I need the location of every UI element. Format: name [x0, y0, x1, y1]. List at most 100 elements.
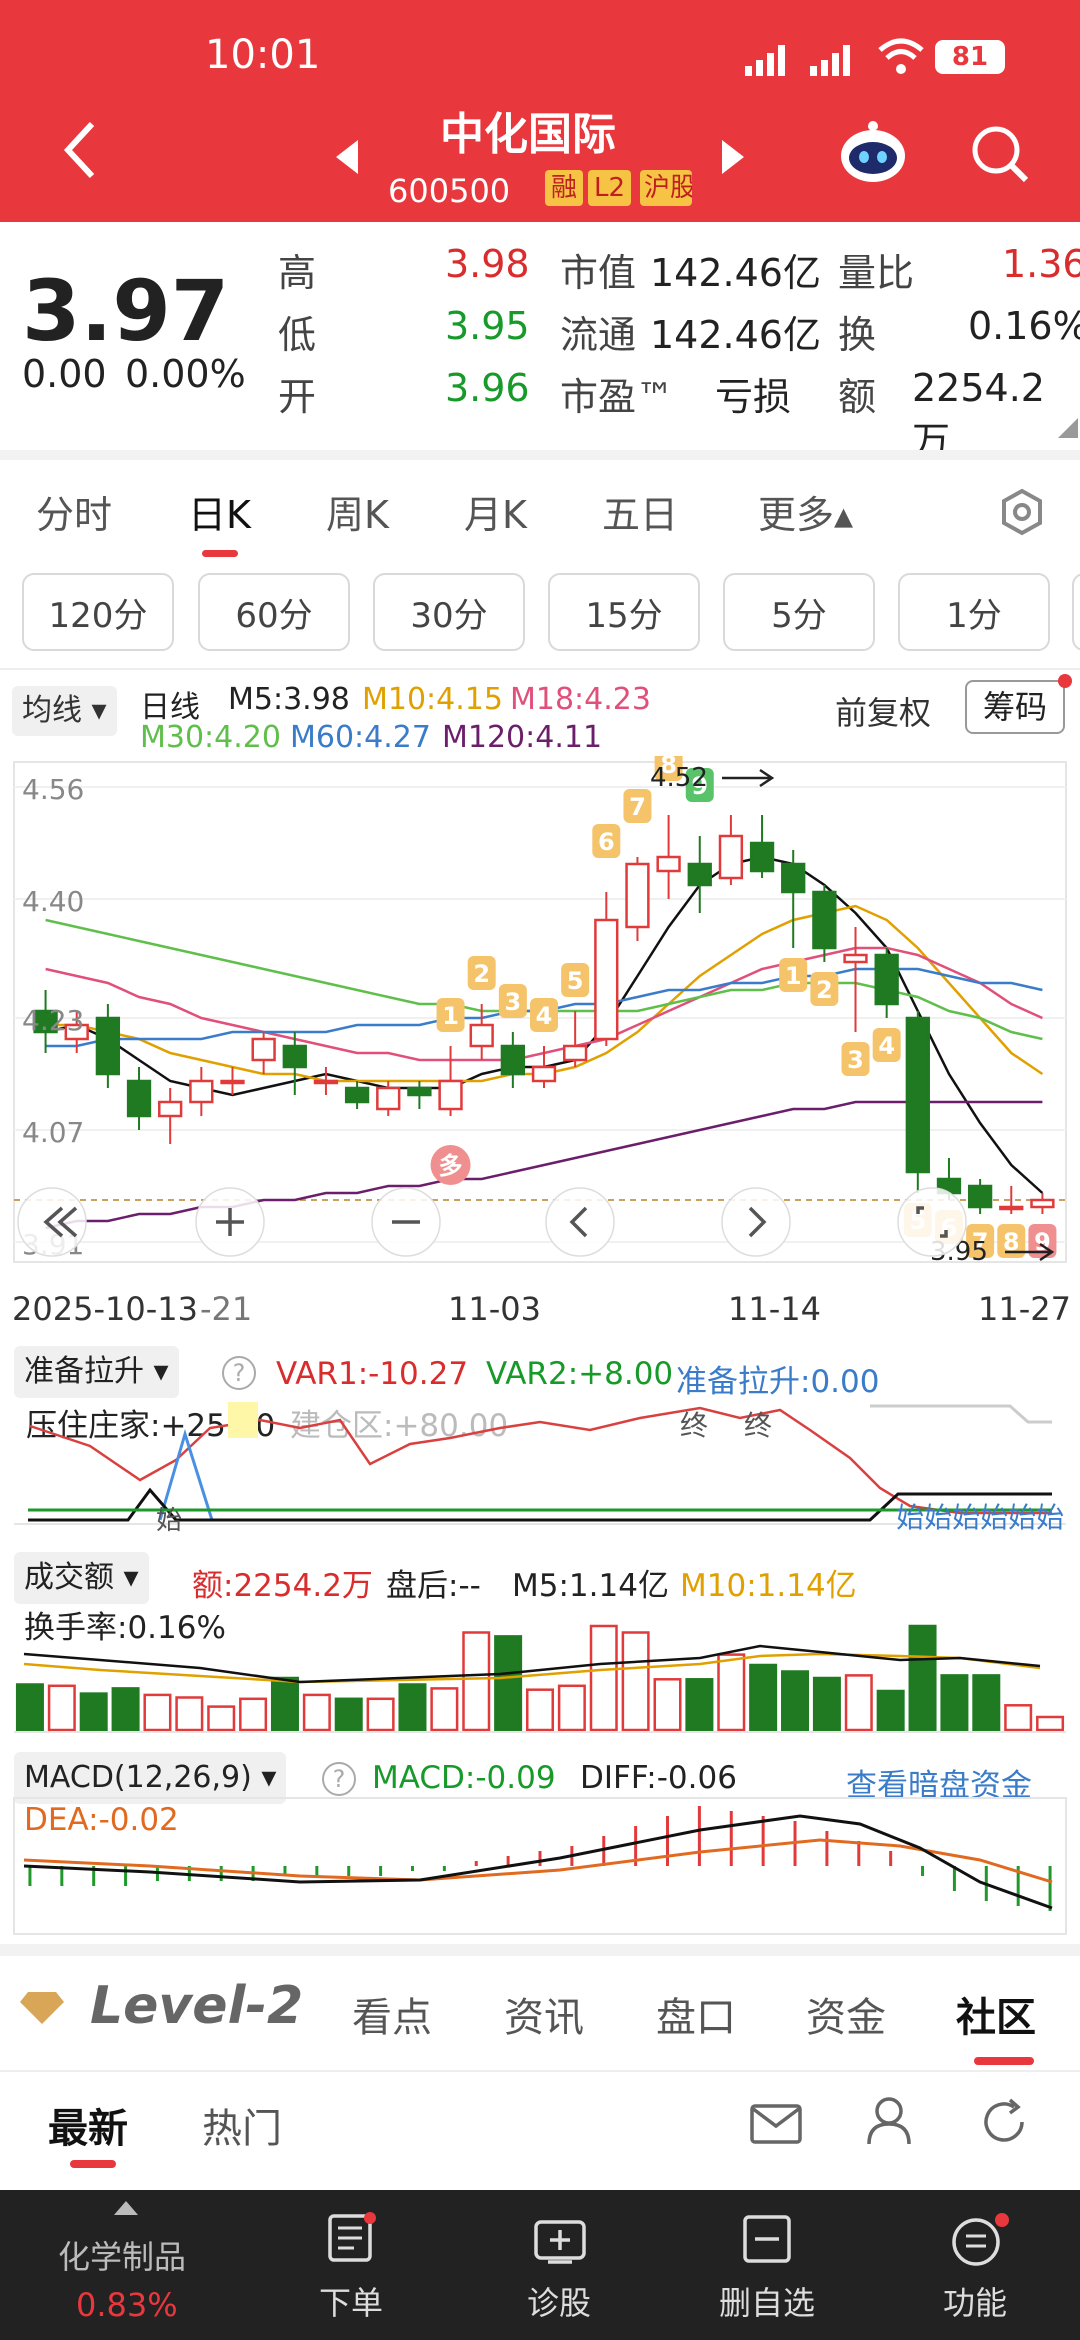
- next-stock-icon[interactable]: [720, 140, 744, 178]
- help-icon[interactable]: ?: [322, 1762, 356, 1796]
- candle-body: [749, 841, 775, 873]
- tab-more[interactable]: 更多▴: [758, 493, 854, 537]
- highlight-box: [228, 1402, 258, 1438]
- nav-remove-watchlist[interactable]: 删自选: [718, 2284, 815, 2322]
- volume-bar: [494, 1635, 523, 1732]
- tab-latest[interactable]: 最新: [48, 2106, 128, 2152]
- nav-functions[interactable]: 功能: [942, 2284, 1007, 2322]
- volume-bar: [15, 1683, 44, 1732]
- ma-selector[interactable]: 均线 ▾: [12, 686, 117, 736]
- tab-monthly-k[interactable]: 月K: [464, 493, 527, 537]
- sector-change: 0.83%: [76, 2286, 178, 2324]
- volume-bar: [940, 1674, 969, 1732]
- period-tabs: 分时 日K 周K 月K 五日 更多▴: [0, 460, 1080, 560]
- tab-hot[interactable]: 热门: [202, 2106, 282, 2152]
- prev-stock-icon[interactable]: [336, 140, 360, 178]
- ma-line-m120: [45, 1100, 1043, 1230]
- td-down-marker: [779, 958, 808, 992]
- chip-60min[interactable]: 60分: [198, 573, 350, 651]
- stock-code: 600500: [388, 172, 511, 210]
- volume-bar: [1004, 1704, 1033, 1732]
- volume-m5: M5:1.14亿: [512, 1568, 669, 1604]
- robot-assistant-icon[interactable]: [838, 120, 908, 190]
- td-up-label: 6: [598, 828, 615, 856]
- volume-bar: [143, 1693, 172, 1732]
- chip-overflow[interactable]: [1072, 573, 1080, 651]
- candle-body: [33, 1009, 58, 1034]
- zoom-in-icon[interactable]: [216, 1208, 244, 1236]
- td-down-marker: [872, 1028, 901, 1062]
- candle-body: [407, 1086, 432, 1097]
- price-change-pct: 0.00%: [125, 352, 246, 396]
- x-tick-label: 2025-10-13: [12, 1290, 198, 1328]
- pe-label: 市盈™: [560, 375, 675, 419]
- kline-chart[interactable]: 4.564.404.234.073.91 1234567891234567894…: [0, 756, 1080, 1270]
- tab-highlights[interactable]: 看点: [352, 1995, 432, 2041]
- order-icon[interactable]: [326, 2212, 376, 2268]
- indicator3-selector[interactable]: MACD(12,26,9) ▾: [14, 1752, 287, 1804]
- candle-body: [999, 1205, 1024, 1211]
- buy-marker: [430, 1145, 471, 1185]
- scroll-right-icon-bg: [721, 1187, 791, 1257]
- settings-hexagon-icon[interactable]: [998, 488, 1046, 540]
- expand-corner-icon[interactable]: [1058, 418, 1078, 442]
- tab-community[interactable]: 社区: [956, 1995, 1036, 2041]
- candle-body: [718, 834, 744, 880]
- td-up-marker: [561, 963, 590, 997]
- candle-body: [967, 1184, 993, 1209]
- user-icon[interactable]: [866, 2096, 912, 2150]
- mcap-label: 市值: [560, 251, 637, 295]
- diagnose-icon[interactable]: [532, 2214, 588, 2268]
- candle-body: [469, 1023, 494, 1048]
- volume-bar: [812, 1676, 841, 1732]
- indicator2-selector[interactable]: 成交额 ▾: [14, 1552, 149, 1604]
- indicator1-chart: [14, 1404, 1066, 1525]
- indicator1-selector[interactable]: 准备拉升 ▾: [14, 1346, 179, 1398]
- tab-funds[interactable]: 资金: [806, 1995, 886, 2041]
- tab-daily-k[interactable]: 日K: [188, 493, 251, 537]
- chip-1min[interactable]: 1分: [898, 573, 1050, 651]
- tab-news[interactable]: 资讯: [504, 1995, 584, 2041]
- wifi-icon: [878, 38, 924, 80]
- chip-5min[interactable]: 5分: [723, 573, 875, 651]
- refresh-icon[interactable]: [980, 2098, 1028, 2150]
- tab-five-day[interactable]: 五日: [602, 493, 679, 537]
- fullscreen-icon[interactable]: [916, 1206, 948, 1238]
- bottom-nav: 化学制品 0.83% 下单 诊股 删自选 功能: [0, 2190, 1080, 2340]
- scroll-left-fast-icon[interactable]: [43, 1206, 78, 1238]
- candle-body: [874, 953, 899, 1006]
- float-label: 流通: [560, 313, 637, 357]
- quote-panel: 3.97 0.00 0.00% 高 3.98 低 3.95 开 3.96 市值 …: [0, 222, 1080, 463]
- volume-ratio-value: 1.36: [1002, 242, 1080, 286]
- build-zone-value: 建仓区:+80.00: [290, 1408, 509, 1444]
- volume-bar: [557, 1684, 586, 1732]
- scroll-left-icon[interactable]: [569, 1206, 588, 1238]
- menu-icon[interactable]: [950, 2212, 1010, 2272]
- tab-intraday[interactable]: 分时: [36, 493, 113, 537]
- search-icon[interactable]: [970, 124, 1030, 188]
- price-change: 0.00: [22, 352, 107, 396]
- chips-button[interactable]: 筹码: [965, 680, 1065, 734]
- level2-tab[interactable]: Level-2: [90, 1976, 304, 2036]
- scroll-right-icon[interactable]: [748, 1206, 767, 1238]
- ma18-label: M18:4.23: [510, 682, 651, 717]
- chip-30min[interactable]: 30分: [373, 573, 525, 651]
- volume-bar: [430, 1687, 459, 1732]
- nav-order[interactable]: 下单: [318, 2284, 383, 2322]
- tab-orderbook[interactable]: 盘口: [656, 1995, 736, 2041]
- sector-name[interactable]: 化学制品: [58, 2238, 187, 2276]
- candle-body: [562, 1044, 588, 1062]
- tab-weekly-k[interactable]: 周K: [326, 493, 389, 537]
- help-icon[interactable]: ?: [222, 1356, 256, 1390]
- nav-diagnose[interactable]: 诊股: [526, 2284, 591, 2322]
- candle-body: [189, 1079, 214, 1104]
- low-arrow-icon: [1005, 1242, 1055, 1262]
- chip-15min[interactable]: 15分: [548, 573, 700, 651]
- mail-icon[interactable]: [750, 2104, 802, 2148]
- volume-bar: [749, 1663, 778, 1732]
- back-icon[interactable]: [60, 120, 100, 184]
- remove-watchlist-icon[interactable]: [742, 2214, 792, 2268]
- signal-icon: [745, 38, 875, 82]
- chip-120min[interactable]: 120分: [22, 573, 174, 651]
- adjust-label[interactable]: 前复权: [835, 694, 932, 732]
